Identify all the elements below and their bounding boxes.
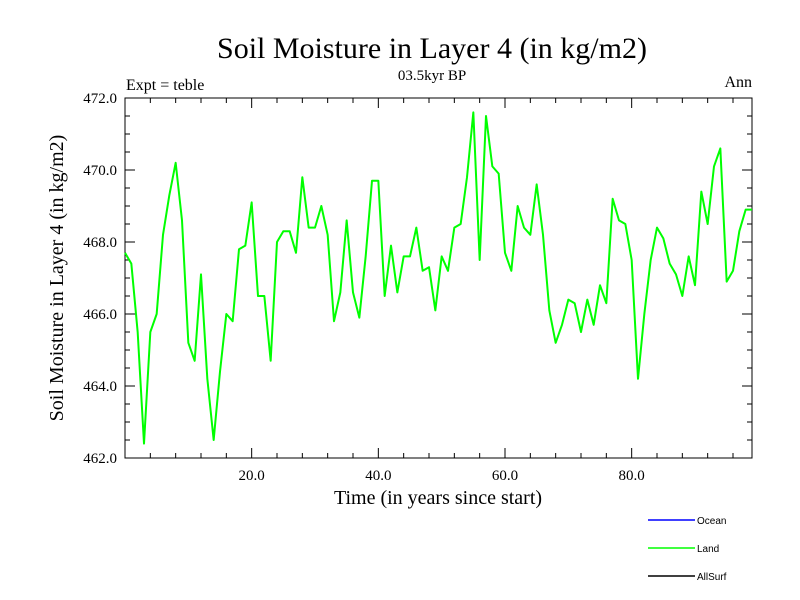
y-tick-label: 468.0 — [83, 235, 117, 251]
experiment-label: Expt = teble — [126, 77, 204, 94]
chart-title: Soil Moisture in Layer 4 (in kg/m2) — [217, 32, 647, 65]
y-tick-label: 464.0 — [83, 379, 117, 395]
x-tick-label: 80.0 — [619, 468, 645, 484]
series-line-land — [124, 111, 752, 445]
chart-subtitle: 03.5kyr BP — [398, 68, 466, 84]
x-tick-label: 60.0 — [492, 468, 518, 484]
axis-ticks: 20.0 40.0 60.0 80.0 462.0 464.0 466.0 468.0 470.… — [83, 91, 752, 484]
series-lines — [124, 111, 752, 445]
y-tick-label: 462.0 — [83, 451, 117, 467]
x-axis-label: Time (in years since start) — [334, 487, 542, 509]
y-tick-label: 472.0 — [83, 91, 117, 107]
legend-label-allsurf: AllSurf — [697, 572, 727, 583]
y-tick-label: 470.0 — [83, 163, 117, 179]
y-axis-label: Soil Moisture in Layer 4 (in kg/m2) — [46, 135, 68, 422]
legend-label-ocean: Ocean — [697, 516, 726, 527]
y-tick-label: 466.0 — [83, 307, 117, 323]
x-tick-label: 40.0 — [365, 468, 391, 484]
legend-label-land: Land — [697, 544, 719, 555]
season-label: Ann — [724, 74, 752, 91]
x-tick-label: 20.0 — [239, 468, 265, 484]
legend: Ocean Land AllSurf — [648, 516, 727, 583]
